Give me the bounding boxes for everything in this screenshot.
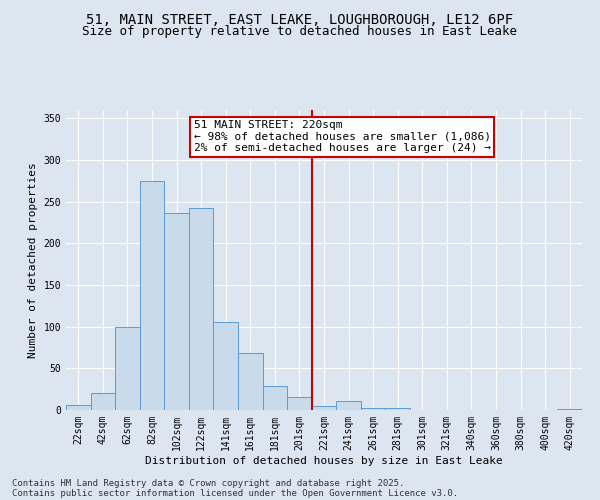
Bar: [238, 354, 263, 410]
Bar: [263, 386, 287, 410]
Bar: [336, 401, 361, 410]
Y-axis label: Number of detached properties: Number of detached properties: [28, 162, 38, 358]
X-axis label: Distribution of detached houses by size in East Leake: Distribution of detached houses by size …: [145, 456, 503, 466]
Text: 51, MAIN STREET, EAST LEAKE, LOUGHBOROUGH, LE12 6PF: 51, MAIN STREET, EAST LEAKE, LOUGHBOROUG…: [86, 12, 514, 26]
Bar: [312, 406, 336, 410]
Bar: [164, 212, 189, 410]
Text: Contains HM Land Registry data © Crown copyright and database right 2025.: Contains HM Land Registry data © Crown c…: [12, 478, 404, 488]
Bar: [189, 208, 214, 410]
Text: Contains public sector information licensed under the Open Government Licence v3: Contains public sector information licen…: [12, 488, 458, 498]
Bar: [287, 396, 312, 410]
Text: Size of property relative to detached houses in East Leake: Size of property relative to detached ho…: [83, 25, 517, 38]
Bar: [361, 408, 385, 410]
Bar: [557, 409, 582, 410]
Text: 51 MAIN STREET: 220sqm
← 98% of detached houses are smaller (1,086)
2% of semi-d: 51 MAIN STREET: 220sqm ← 98% of detached…: [194, 120, 491, 153]
Bar: [140, 181, 164, 410]
Bar: [214, 322, 238, 410]
Bar: [66, 405, 91, 410]
Bar: [385, 408, 410, 410]
Bar: [115, 326, 140, 410]
Bar: [91, 394, 115, 410]
